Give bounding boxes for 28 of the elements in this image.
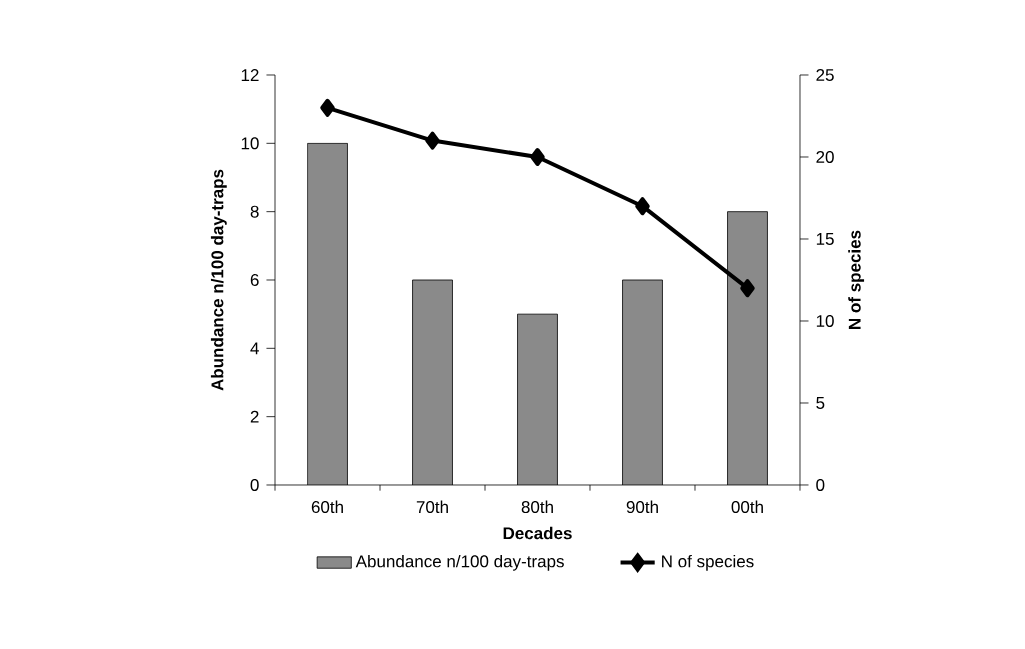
y-tick-label: 12 bbox=[241, 69, 259, 81]
point bbox=[740, 279, 755, 298]
point bbox=[635, 197, 650, 216]
y-tick-label: 10 bbox=[241, 137, 259, 150]
y2-axis-title: N of species bbox=[848, 230, 865, 329]
point bbox=[320, 98, 335, 117]
legend-label: N of species bbox=[662, 554, 754, 571]
y-tick-label: 8 bbox=[250, 205, 259, 218]
point bbox=[530, 147, 545, 166]
x-tick-label: 60th bbox=[311, 500, 343, 514]
y2-tick-label: 10 bbox=[816, 314, 834, 327]
y2-tick-label: 25 bbox=[816, 68, 834, 82]
y-axis-title: Abundance n/100 day-traps bbox=[210, 169, 227, 391]
y-tick-label: 0 bbox=[250, 478, 259, 491]
x-tick-label: 70th bbox=[416, 500, 448, 514]
y-tick-label: 2 bbox=[250, 410, 259, 423]
x-axis-title: Decades bbox=[503, 526, 572, 540]
x-tick-label: 00th bbox=[731, 500, 763, 514]
y-tick-label: 4 bbox=[250, 342, 259, 355]
legend-label: Abundance n/100 day-traps bbox=[355, 554, 564, 571]
y2-tick-label: 20 bbox=[816, 150, 834, 163]
x-tick-label: 90th bbox=[626, 500, 658, 514]
y2-tick-label: 5 bbox=[816, 397, 825, 409]
y2-tick-label: 15 bbox=[816, 233, 834, 245]
x-tick-label: 80th bbox=[521, 500, 553, 514]
y2-tick-label: 0 bbox=[816, 478, 825, 491]
y-tick-label: 6 bbox=[250, 273, 259, 286]
point bbox=[425, 131, 440, 150]
